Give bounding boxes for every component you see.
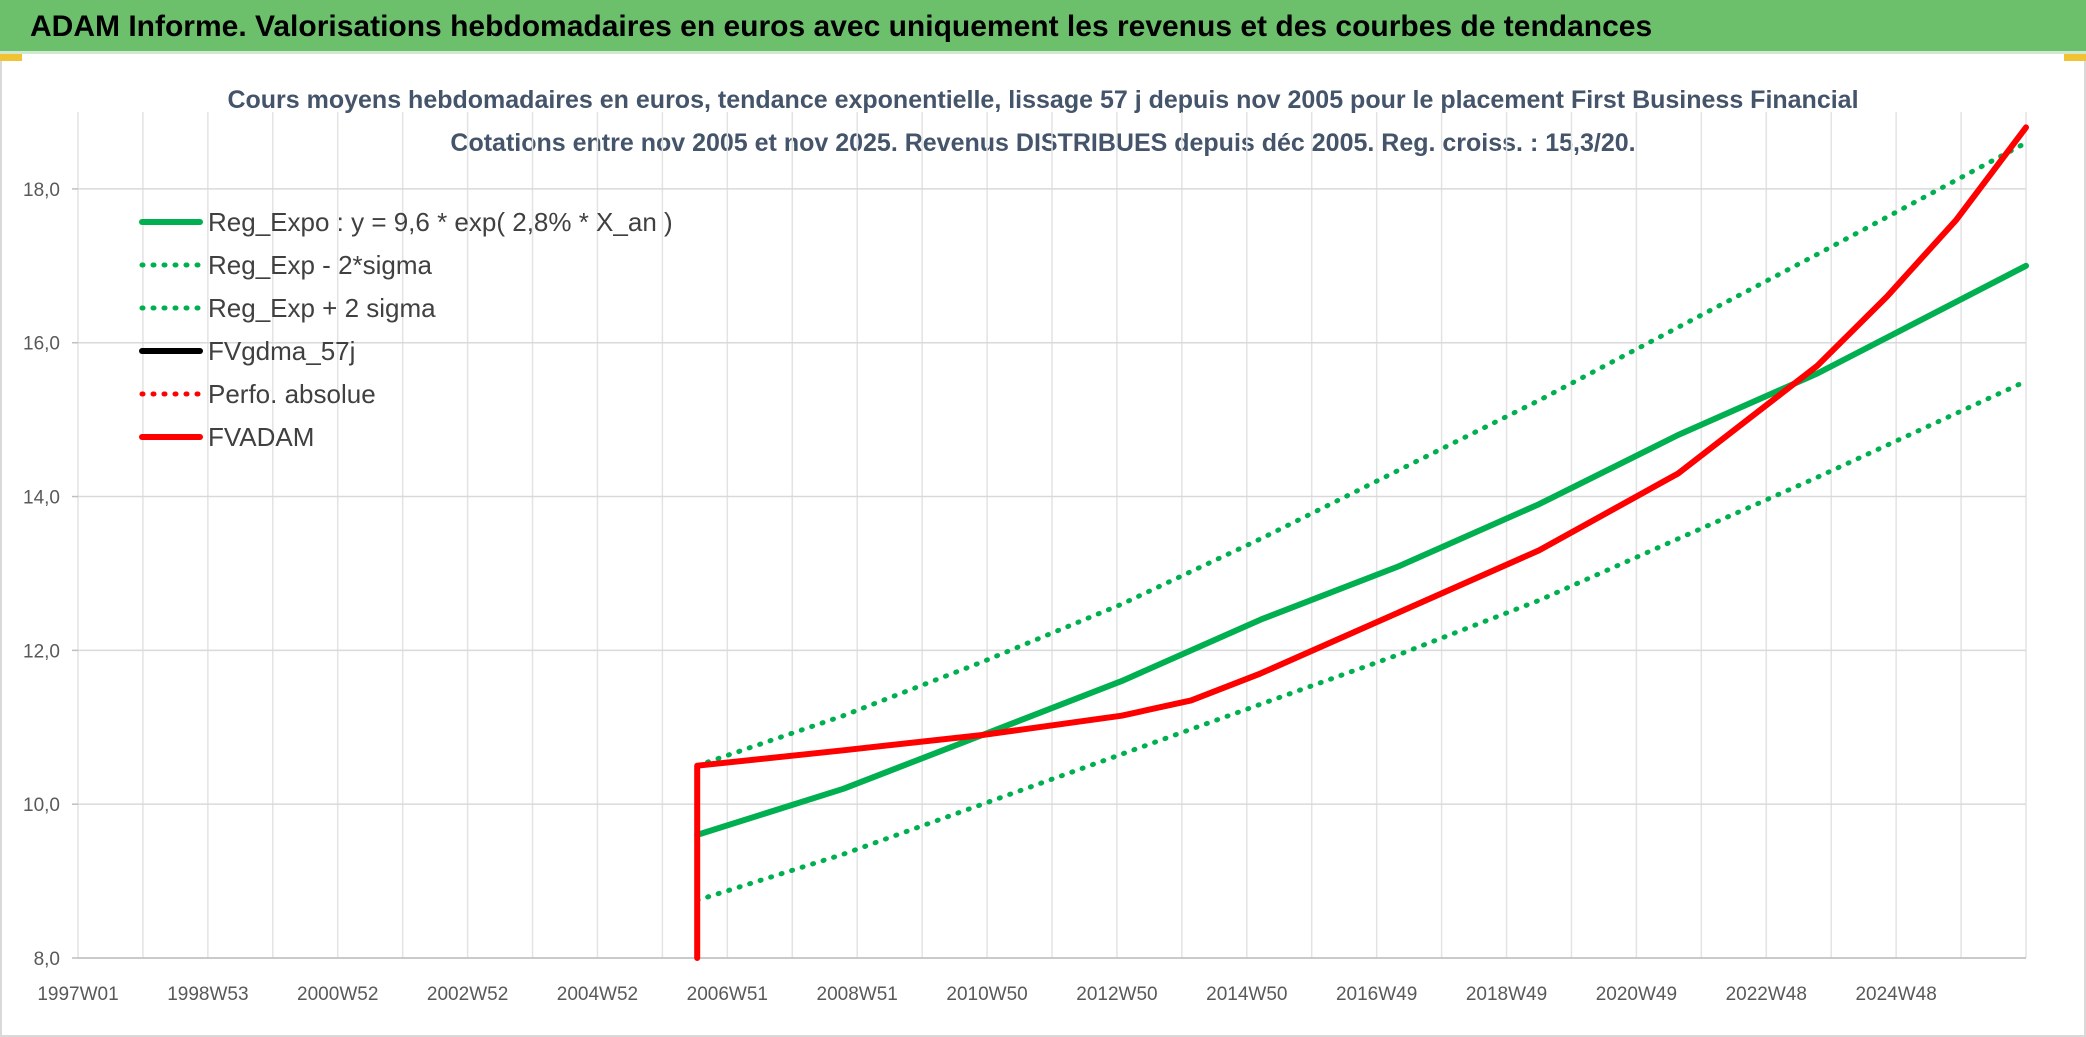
y-tick-label: 12,0	[23, 641, 60, 662]
y-tick-label: 16,0	[23, 334, 60, 355]
x-tick-label: 2016W49	[1336, 984, 1417, 1005]
y-tick-label: 8,0	[34, 949, 60, 970]
x-tick-label: 2012W50	[1076, 984, 1157, 1005]
x-tick-label: 2022W48	[1726, 984, 1807, 1005]
x-tick-label: 1998W53	[167, 984, 248, 1005]
x-tick-label: 2004W52	[557, 984, 638, 1005]
y-tick-label: 18,0	[23, 180, 60, 201]
report-banner: ADAM Informe. Valorisations hebdomadaire…	[0, 0, 2086, 54]
report-title: ADAM Informe. Valorisations hebdomadaire…	[30, 10, 1653, 43]
series-line-5	[694, 124, 2029, 961]
series-line-0	[694, 262, 2029, 838]
corner-marker-left	[0, 54, 22, 61]
legend-label: FVADAM	[208, 422, 314, 452]
x-tick-label: 2000W52	[297, 984, 378, 1005]
axis-layer: 8,0 10,0 12,0 14,0 16,0 18,0 1997W01 1998W53 200…	[23, 180, 2026, 1005]
grid-layer	[77, 112, 2027, 959]
legend-label: Reg_Expo : y = 9,6 * exp( 2,8% * X_an )	[208, 207, 673, 237]
x-tick-label: 2010W50	[946, 984, 1027, 1005]
chart-title: Cours moyens hebdomadaires en euros, ten…	[227, 86, 1859, 114]
corner-marker-right	[2064, 54, 2086, 61]
series-line-2	[694, 140, 2029, 769]
x-tick-label: 2002W52	[427, 984, 508, 1005]
series-line-1	[694, 378, 2029, 903]
legend: Reg_Expo : y = 9,6 * exp( 2,8% * X_an ) R…	[139, 207, 673, 452]
x-tick-label: 2024W48	[1855, 984, 1936, 1005]
legend-label: Reg_Exp + 2 sigma	[208, 293, 436, 323]
legend-label: Perfo. absolue	[208, 379, 376, 409]
x-tick-label: 2008W51	[817, 984, 898, 1005]
legend-label: FVgdma_57j	[208, 336, 355, 366]
y-tick-label: 10,0	[23, 795, 60, 816]
series-layer	[694, 124, 2029, 961]
x-tick-label: 2014W50	[1206, 984, 1287, 1005]
x-tick-label: 2020W49	[1596, 984, 1677, 1005]
x-tick-label: 1997W01	[37, 984, 118, 1005]
x-tick-label: 2018W49	[1466, 984, 1547, 1005]
x-tick-label: 2006W51	[687, 984, 768, 1005]
chart-subtitle: Cotations entre nov 2005 et nov 2025. Re…	[450, 129, 1636, 157]
y-tick-label: 14,0	[23, 488, 60, 509]
legend-label: Reg_Exp - 2*sigma	[208, 250, 433, 280]
